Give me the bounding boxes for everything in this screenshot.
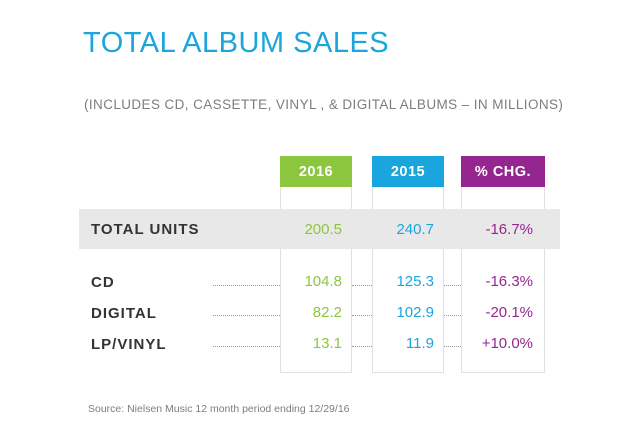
source-note: Source: Nielsen Music 12 month period en… [88, 403, 350, 415]
row-label-cd: CD [91, 274, 115, 291]
column-frame-2015 [372, 187, 444, 373]
row-leader-vinyl-b [352, 346, 372, 347]
row-leader-vinyl-c [444, 346, 461, 347]
column-frame-change [461, 187, 545, 373]
total-value-2015: 240.7 [396, 221, 434, 238]
total-value-change: -16.7% [485, 221, 533, 238]
vinyl-value-change: +10.0% [481, 335, 533, 352]
row-leader-cd-c [444, 285, 461, 286]
row-leader-digital-b [352, 315, 372, 316]
vinyl-value-2015: 11.9 [405, 335, 434, 352]
column-header-2016: 2016 [280, 156, 352, 187]
row-leader-cd-a [213, 285, 280, 286]
row-label-digital: DIGITAL [91, 305, 157, 322]
total-value-2016: 200.5 [304, 221, 342, 238]
row-leader-cd-b [352, 285, 372, 286]
cd-value-change: -16.3% [485, 273, 533, 290]
row-label-lp-vinyl: LP/VINYL [91, 336, 167, 353]
row-leader-vinyl-a [213, 346, 280, 347]
row-leader-digital-c [444, 315, 461, 316]
total-row-label: TOTAL UNITS [91, 221, 200, 238]
column-header-2015: 2015 [372, 156, 444, 187]
digital-value-2016: 82.2 [312, 304, 342, 321]
vinyl-value-2016: 13.1 [312, 335, 342, 352]
column-header-change: % CHG. [461, 156, 545, 187]
column-frame-2016 [280, 187, 352, 373]
chart-title: TOTAL ALBUM SALES [83, 27, 390, 59]
cd-value-2016: 104.8 [304, 273, 342, 290]
chart-subtitle: (INCLUDES CD, CASSETTE, VINYL , & DIGITA… [84, 97, 564, 112]
digital-value-change: -20.1% [485, 304, 533, 321]
total-row-band [79, 209, 560, 249]
digital-value-2015: 102.9 [396, 304, 434, 321]
row-leader-digital-a [213, 315, 280, 316]
cd-value-2015: 125.3 [396, 273, 434, 290]
